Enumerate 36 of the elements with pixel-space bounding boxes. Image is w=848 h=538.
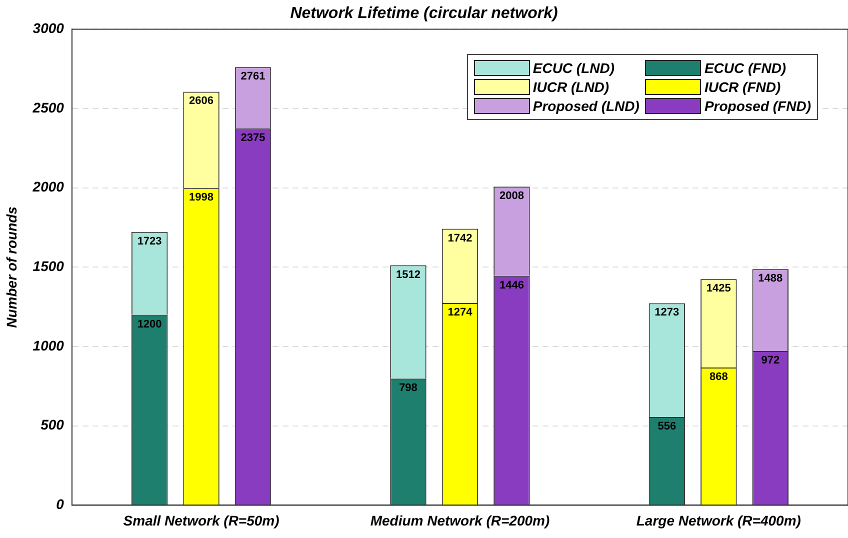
data-label: 798 — [399, 382, 418, 394]
y-axis-title: Number of rounds — [3, 206, 20, 328]
data-label: 972 — [761, 354, 780, 367]
x-tick-label: Medium Network (R=200m) — [370, 512, 550, 528]
data-label: 1274 — [448, 306, 474, 319]
total-label: 2008 — [499, 190, 524, 202]
legend-label: IUCR (LND) — [532, 79, 610, 96]
total-label: 2761 — [240, 70, 266, 83]
data-label: 1998 — [189, 192, 214, 204]
y-tick-label: 500 — [40, 416, 64, 433]
legend-label: Proposed (FND) — [704, 98, 811, 114]
chart-title: Network Lifetime (circular network) — [290, 5, 558, 22]
total-label: 1488 — [758, 272, 783, 285]
legend-label: IUCR (FND) — [704, 79, 781, 96]
data-label: 556 — [658, 420, 676, 433]
total-label: 1512 — [396, 268, 420, 281]
total-label: 1742 — [448, 232, 472, 244]
data-label: 1200 — [137, 318, 162, 330]
x-tick-label: Small Network (R=50m) — [123, 512, 280, 528]
legend-label: ECUC (FND) — [704, 60, 786, 76]
y-tick-label: 3000 — [32, 20, 64, 36]
data-label: 2375 — [240, 132, 266, 144]
total-label: 1273 — [654, 306, 680, 319]
y-tick-label: 1000 — [32, 337, 64, 354]
total-label: 2606 — [189, 95, 214, 108]
y-tick-label: 1500 — [32, 258, 64, 274]
data-label: 868 — [709, 371, 728, 384]
total-label: 1425 — [706, 282, 731, 295]
legend-label: ECUC (LND) — [532, 60, 615, 76]
y-tick-label: 2500 — [32, 99, 64, 116]
legend-label: Proposed (LND) — [532, 98, 640, 114]
data-label: 1446 — [499, 279, 524, 292]
x-tick-label: Large Network (R=400m) — [636, 512, 802, 528]
y-tick-label: 0 — [56, 496, 64, 512]
y-tick-label: 2000 — [32, 178, 64, 195]
total-label: 1723 — [137, 235, 162, 248]
